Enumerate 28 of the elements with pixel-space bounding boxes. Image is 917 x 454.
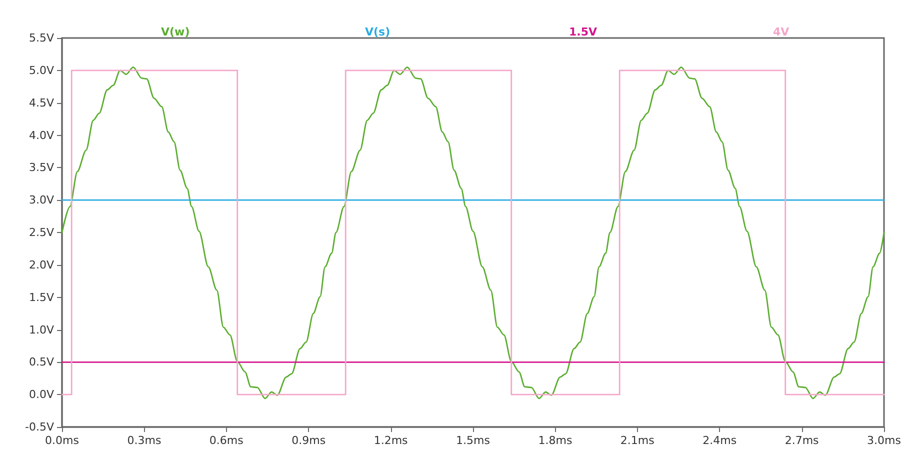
x-tick-label: 0.3ms bbox=[127, 434, 162, 447]
y-tick-label: 1.5V bbox=[28, 290, 54, 304]
y-tick-label: -0.5V bbox=[25, 420, 54, 434]
x-tick-label: 3.0ms bbox=[867, 434, 902, 447]
y-tick-label: 0.5V bbox=[28, 356, 54, 369]
x-tick-label: 2.1ms bbox=[620, 434, 655, 447]
y-tick-label: 4.0V bbox=[28, 128, 54, 142]
y-tick-label: 1.0V bbox=[28, 323, 54, 336]
y-tick-label: 3.0V bbox=[28, 194, 54, 207]
x-tick-label: 0.9ms bbox=[292, 434, 326, 447]
x-tick-label: 2.4ms bbox=[702, 434, 737, 447]
y-tick-label: 2.0V bbox=[28, 258, 54, 272]
x-tick-label: 0.6ms bbox=[209, 434, 244, 447]
y-tick-label: 0.0V bbox=[28, 388, 54, 402]
y-tick-label: 5.0V bbox=[28, 64, 54, 77]
x-tick-label: 1.8ms bbox=[538, 434, 572, 447]
x-tick-label: 2.7ms bbox=[784, 434, 820, 447]
y-tick-label: 4.5V bbox=[28, 96, 54, 110]
x-tick-label: 0.0ms bbox=[45, 434, 80, 447]
x-tick-label: 1.5ms bbox=[456, 434, 490, 447]
y-tick-label: 3.5V bbox=[28, 161, 54, 174]
x-tick-label: 1.2ms bbox=[374, 434, 408, 447]
y-tick-label: 5.5V bbox=[28, 32, 54, 44]
text: 1.5V bbox=[569, 26, 598, 38]
text: V(s) bbox=[365, 26, 390, 38]
y-tick-label: 2.5V bbox=[28, 226, 54, 239]
text: V(w) bbox=[161, 26, 190, 38]
text: 4V bbox=[773, 26, 790, 38]
